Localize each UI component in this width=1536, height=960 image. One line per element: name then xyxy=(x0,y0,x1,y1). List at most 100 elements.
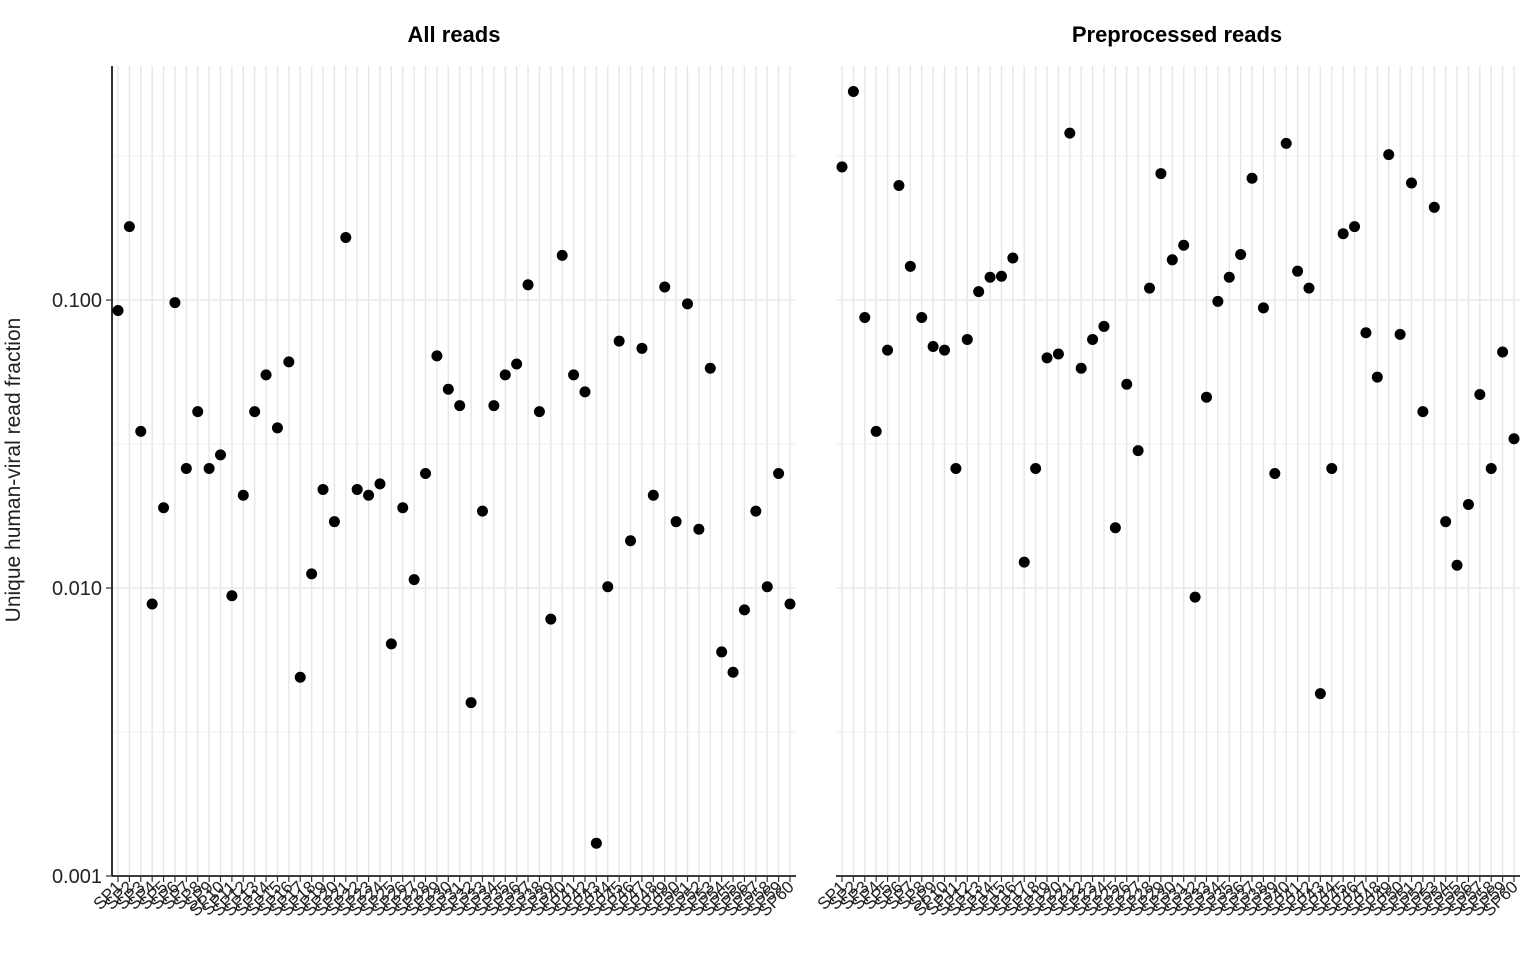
data-point xyxy=(950,463,962,475)
data-point xyxy=(704,362,716,374)
data-point xyxy=(533,406,545,418)
data-point xyxy=(681,298,693,310)
data-point xyxy=(476,505,488,517)
data-point xyxy=(1497,346,1509,358)
data-point xyxy=(271,422,283,434)
data-point xyxy=(1451,559,1463,571)
data-point xyxy=(1018,556,1030,568)
data-point xyxy=(1075,362,1087,374)
data-point xyxy=(123,221,135,233)
data-point xyxy=(511,358,523,370)
data-point xyxy=(408,574,420,586)
data-point xyxy=(1257,302,1269,314)
data-point xyxy=(283,356,295,368)
data-point xyxy=(1041,352,1053,364)
data-point xyxy=(659,281,671,293)
data-point xyxy=(1144,282,1156,294)
data-point xyxy=(1178,239,1190,251)
data-point xyxy=(1007,252,1019,264)
data-point xyxy=(260,369,272,381)
data-point xyxy=(1314,688,1326,700)
data-point xyxy=(1349,221,1361,233)
data-point xyxy=(761,581,773,593)
data-point xyxy=(1098,320,1110,332)
data-point xyxy=(1064,127,1076,139)
data-point xyxy=(1371,371,1383,383)
facet-panels: All reads0.0010.0100.100SP1SP2SP3SP4SP5S… xyxy=(52,22,1522,920)
data-point xyxy=(1052,348,1064,360)
data-point xyxy=(870,425,882,437)
panel-title: Preprocessed reads xyxy=(1072,22,1282,47)
data-point xyxy=(784,598,796,610)
data-point xyxy=(294,671,306,683)
data-point xyxy=(1485,463,1497,475)
data-point xyxy=(579,386,591,398)
data-point xyxy=(1394,328,1406,340)
data-point xyxy=(1462,499,1474,511)
data-point xyxy=(135,425,147,437)
data-point xyxy=(192,406,204,418)
data-point xyxy=(647,489,659,501)
data-point xyxy=(180,463,192,475)
data-point xyxy=(836,161,848,173)
data-point xyxy=(317,483,329,495)
data-point xyxy=(442,383,454,395)
data-point xyxy=(385,638,397,650)
data-point xyxy=(1155,168,1167,180)
data-point xyxy=(1303,282,1315,294)
data-point xyxy=(1132,445,1144,457)
data-point xyxy=(1474,389,1486,401)
data-point xyxy=(973,286,985,298)
data-point xyxy=(750,505,762,517)
data-point xyxy=(1337,228,1349,240)
data-point xyxy=(306,568,318,580)
data-point xyxy=(625,535,637,547)
data-point xyxy=(602,581,614,593)
panel-1: All reads0.0010.0100.100SP1SP2SP3SP4SP5S… xyxy=(52,22,798,920)
data-point xyxy=(882,344,894,356)
data-point xyxy=(738,604,750,616)
data-point xyxy=(1121,378,1133,390)
data-point xyxy=(995,270,1007,282)
data-point xyxy=(420,467,432,479)
data-point xyxy=(670,516,682,528)
data-point xyxy=(1269,467,1281,479)
data-point xyxy=(693,523,705,535)
data-point xyxy=(1189,591,1201,603)
data-point xyxy=(893,179,905,191)
data-point xyxy=(454,400,466,412)
data-point xyxy=(927,340,939,352)
data-point xyxy=(499,369,511,381)
data-point xyxy=(1087,333,1099,345)
data-point xyxy=(1508,433,1520,445)
data-point xyxy=(351,483,363,495)
data-point xyxy=(215,449,227,461)
data-point xyxy=(1166,254,1178,266)
data-point xyxy=(112,305,124,317)
data-point xyxy=(636,342,648,354)
data-point xyxy=(1417,406,1429,418)
data-point xyxy=(568,369,580,381)
data-point xyxy=(716,646,728,658)
data-point xyxy=(203,463,215,475)
data-point xyxy=(1235,248,1247,260)
data-point xyxy=(859,312,871,324)
data-point xyxy=(488,400,500,412)
data-point xyxy=(226,590,238,602)
data-point xyxy=(158,502,170,514)
data-point xyxy=(1223,271,1235,283)
data-point xyxy=(939,344,951,356)
y-axis-label: Unique human-viral read fraction xyxy=(2,318,25,623)
data-point xyxy=(916,312,928,324)
data-point xyxy=(363,489,375,501)
data-point xyxy=(431,350,443,362)
data-point xyxy=(1405,177,1417,189)
data-point xyxy=(1212,295,1224,307)
data-point xyxy=(1200,391,1212,403)
data-point xyxy=(1109,522,1121,534)
data-point xyxy=(727,666,739,678)
data-point xyxy=(1428,201,1440,213)
data-point xyxy=(340,231,352,243)
data-point xyxy=(237,489,249,501)
